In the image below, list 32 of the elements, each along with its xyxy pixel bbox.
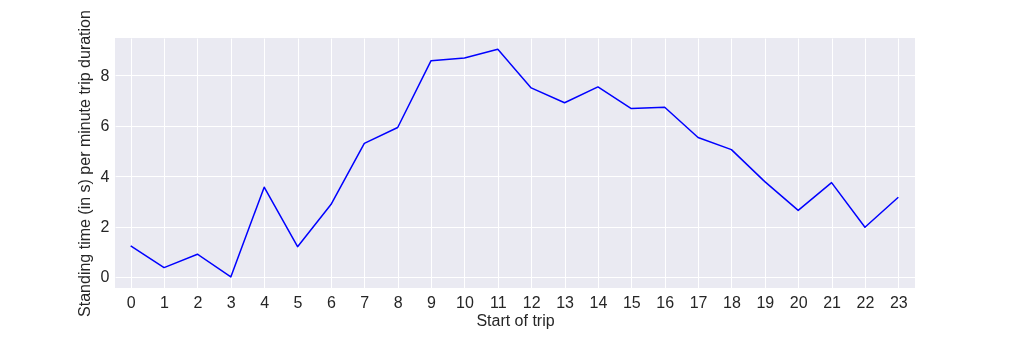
y-axis-title: Standing time (in s) per minute trip duration — [75, 10, 93, 317]
x-tick-label: 16 — [656, 293, 675, 311]
x-tick-label: 5 — [293, 293, 303, 311]
y-tick-label: 0 — [100, 268, 110, 286]
y-tick-label: 8 — [100, 66, 110, 84]
x-axis-title: Start of trip — [476, 311, 555, 329]
x-tick-label: 20 — [789, 293, 808, 311]
x-tick-label: 14 — [589, 293, 608, 311]
x-tick-label: 7 — [360, 293, 370, 311]
x-tick-label: 8 — [393, 293, 403, 311]
x-tick-label: 18 — [723, 293, 741, 311]
x-tick-label: 3 — [226, 293, 236, 311]
x-tick-label: 4 — [260, 293, 270, 311]
x-tick-label: 10 — [456, 293, 474, 311]
x-tick-label: 13 — [556, 293, 575, 311]
x-tick-label: 11 — [490, 293, 507, 311]
x-tick-label: 1 — [160, 293, 170, 311]
x-tick-label: 19 — [756, 293, 775, 311]
x-tick-label: 9 — [427, 293, 437, 311]
y-tick-label: 6 — [100, 117, 110, 135]
line-series — [129, 48, 900, 278]
x-tick-label: 21 — [823, 293, 842, 311]
x-tick-label: 15 — [622, 293, 641, 311]
x-tick-label: 12 — [522, 293, 541, 311]
y-tick-label: 2 — [100, 218, 110, 236]
x-tick-label: 2 — [193, 293, 203, 311]
y-tick-label: 4 — [100, 167, 110, 185]
x-tick-label: 23 — [889, 293, 908, 311]
x-tick-label: 6 — [326, 293, 336, 311]
x-tick-label: 0 — [126, 293, 136, 311]
x-tick-label: 22 — [856, 293, 875, 311]
x-tick-label: 17 — [689, 293, 708, 311]
